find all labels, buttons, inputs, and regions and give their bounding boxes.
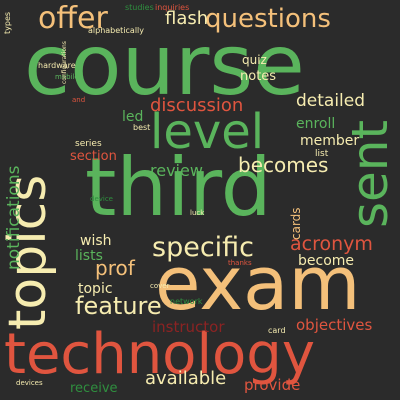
word-alphabetically: alphabetically xyxy=(88,26,145,35)
word-device: device xyxy=(90,195,113,203)
word-mobile: mobile xyxy=(55,73,79,81)
word-thanks: thanks xyxy=(228,259,252,267)
word-lists: lists xyxy=(75,248,103,264)
word-offer: offer xyxy=(38,1,108,36)
word-series: series xyxy=(75,139,102,149)
word-receive: receive xyxy=(70,381,118,396)
word-objectives: objectives xyxy=(296,316,373,334)
word-level: level xyxy=(150,104,265,160)
word-flash: flash xyxy=(165,8,209,29)
word-network: network xyxy=(170,297,203,306)
word-best: best xyxy=(133,123,151,132)
word-types: types xyxy=(3,11,12,34)
word-enroll: enroll xyxy=(296,116,336,132)
word-topic: topic xyxy=(78,281,113,297)
word-becomes: becomes xyxy=(238,153,329,177)
word-notifications: notifications xyxy=(4,165,24,270)
word-hardware: hardware xyxy=(38,61,76,70)
word-studies: studies xyxy=(125,3,154,12)
word-acronym: acronym xyxy=(290,233,373,255)
word-list: list xyxy=(315,149,329,159)
word-exam: exam xyxy=(155,241,361,327)
word-technology: technology xyxy=(4,322,315,387)
word-notes: notes xyxy=(240,69,277,84)
word-section: section xyxy=(70,149,117,164)
word-instructor: instructor xyxy=(152,318,225,336)
word-specific: specific xyxy=(152,232,255,263)
word-provide: provide xyxy=(244,376,301,394)
word-cards: cards xyxy=(289,207,303,240)
word-luck: luck xyxy=(190,209,205,217)
word-prof: prof xyxy=(95,256,135,280)
word-review: review xyxy=(150,161,203,180)
word-wish: wish xyxy=(80,233,112,249)
word-available: available xyxy=(145,368,227,389)
word-course: course xyxy=(24,16,305,114)
word-questions: questions xyxy=(205,4,331,34)
word-led: led xyxy=(122,109,144,125)
word-third: third xyxy=(85,141,272,234)
word-devices: devices xyxy=(16,379,43,387)
word-feature: feature xyxy=(75,292,162,320)
word-card: card xyxy=(268,326,286,335)
word-quiz: quiz xyxy=(242,53,267,67)
word-cover: cover xyxy=(150,282,170,290)
word-inquiries: inquiries xyxy=(155,3,190,12)
word-configurations: configurations xyxy=(61,41,68,84)
word-detailed: detailed xyxy=(296,91,366,111)
word-and: and xyxy=(72,96,86,104)
word-member: member xyxy=(300,133,360,149)
word-discussion: discussion xyxy=(150,95,244,116)
word-become: become xyxy=(298,253,355,269)
